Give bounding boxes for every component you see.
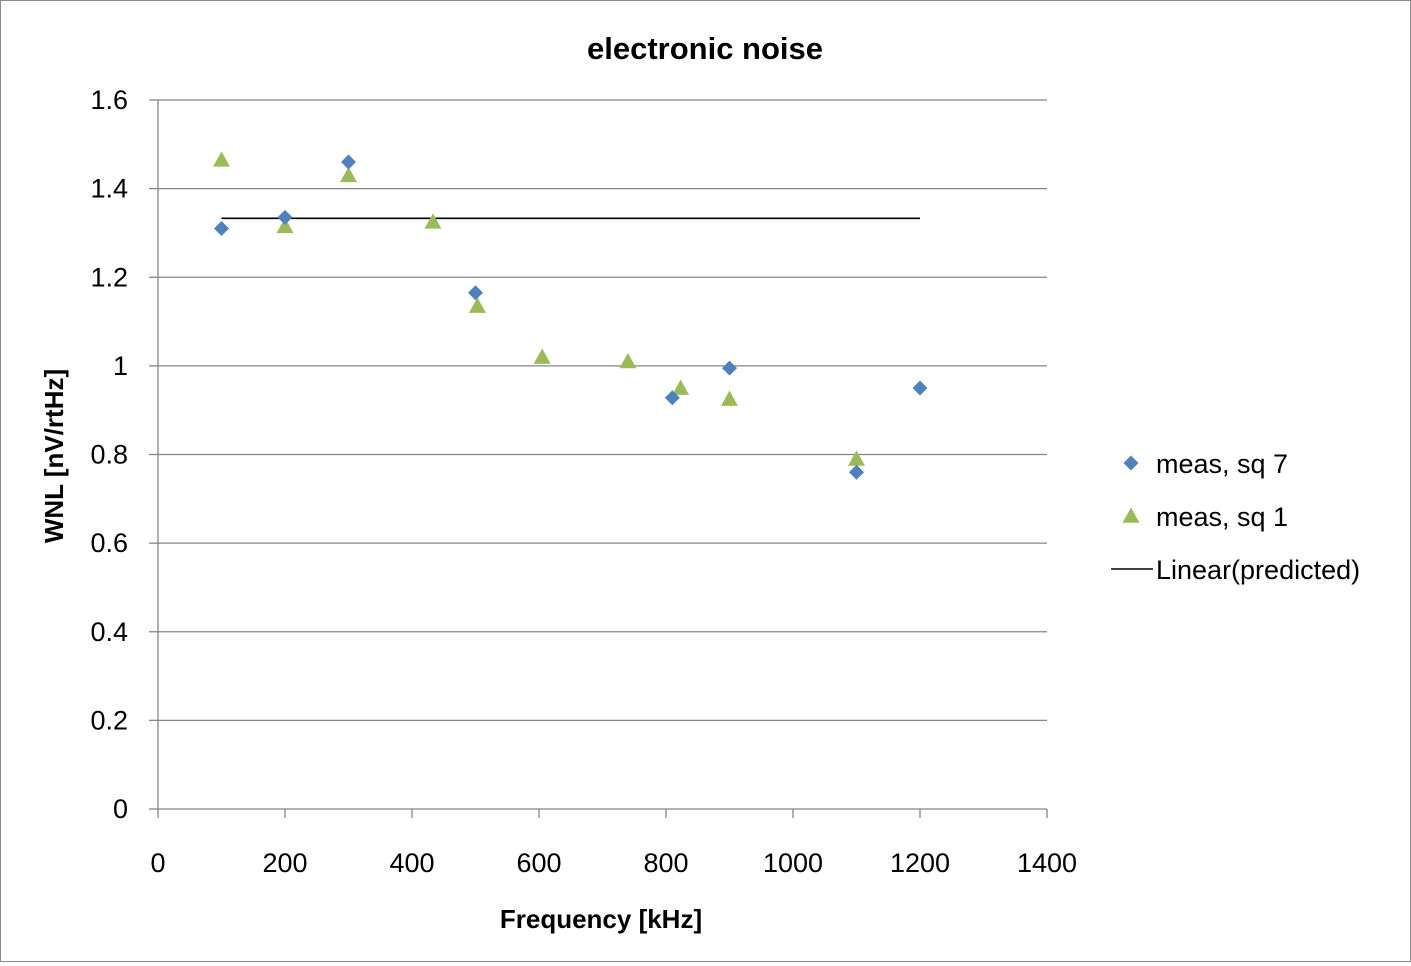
axes: [149, 99, 1048, 818]
point-sq1: [619, 352, 637, 369]
y-tick-label: 0.2: [90, 705, 128, 735]
x-tick-label: 600: [516, 848, 561, 878]
point-sq1: [672, 379, 690, 395]
legend-marker-sq1: [1122, 507, 1140, 523]
x-tick-label: 200: [262, 848, 307, 878]
y-tick-labels: 0 0.2 0.4 0.6 0.8 1 1.2 1.4 1.6: [90, 85, 128, 824]
gridlines: [158, 99, 1047, 722]
point-sq1: [340, 166, 357, 183]
point-sq7: [468, 285, 483, 301]
y-tick-label: 0.4: [90, 617, 128, 647]
y-tick-label: 1: [113, 351, 128, 381]
point-sq7: [722, 360, 737, 376]
point-sq1: [276, 217, 294, 234]
x-tick-label: 1200: [890, 848, 950, 878]
point-sq1: [533, 348, 551, 364]
legend-label: meas, sq 7: [1156, 449, 1288, 479]
point-sq1: [721, 390, 738, 406]
chart-title: electronic noise: [587, 31, 823, 66]
y-tick-label: 1.2: [90, 262, 128, 292]
plot-series: [213, 151, 928, 480]
point-sq7: [849, 464, 864, 480]
point-sq1: [424, 213, 442, 229]
y-tick-label: 1.6: [90, 85, 128, 115]
point-sq7: [664, 390, 680, 406]
y-tick-label: 0: [113, 794, 128, 824]
legend-label: Linear(predicted): [1156, 555, 1360, 585]
point-sq1: [848, 450, 865, 466]
y-axis-title: WNL [nV/rtHz]: [39, 369, 69, 543]
point-sq1: [468, 297, 486, 313]
legend: meas, sq 7 meas, sq 1 Linear(predicted): [1111, 449, 1360, 585]
x-axis-title: Frequency [kHz]: [500, 904, 702, 934]
legend-label: meas, sq 1: [1156, 502, 1288, 532]
y-tick-label: 0.8: [90, 440, 128, 470]
point-sq7: [341, 154, 356, 170]
point-sq1: [213, 151, 230, 167]
y-tick-label: 1.4: [90, 174, 128, 204]
x-tick-labels: 0 200 400 600 800 1000 1200 1400: [150, 848, 1077, 878]
point-sq7: [214, 221, 229, 237]
x-tick-label: 1000: [763, 848, 823, 878]
x-tick-label: 1400: [1017, 848, 1077, 878]
point-sq7: [277, 209, 293, 225]
legend-marker-sq7: [1123, 455, 1139, 471]
x-tick-label: 400: [389, 848, 434, 878]
y-tick-label: 0.6: [90, 528, 128, 558]
x-tick-label: 0: [150, 848, 165, 878]
point-sq7: [912, 380, 928, 396]
x-tick-label: 800: [643, 848, 688, 878]
